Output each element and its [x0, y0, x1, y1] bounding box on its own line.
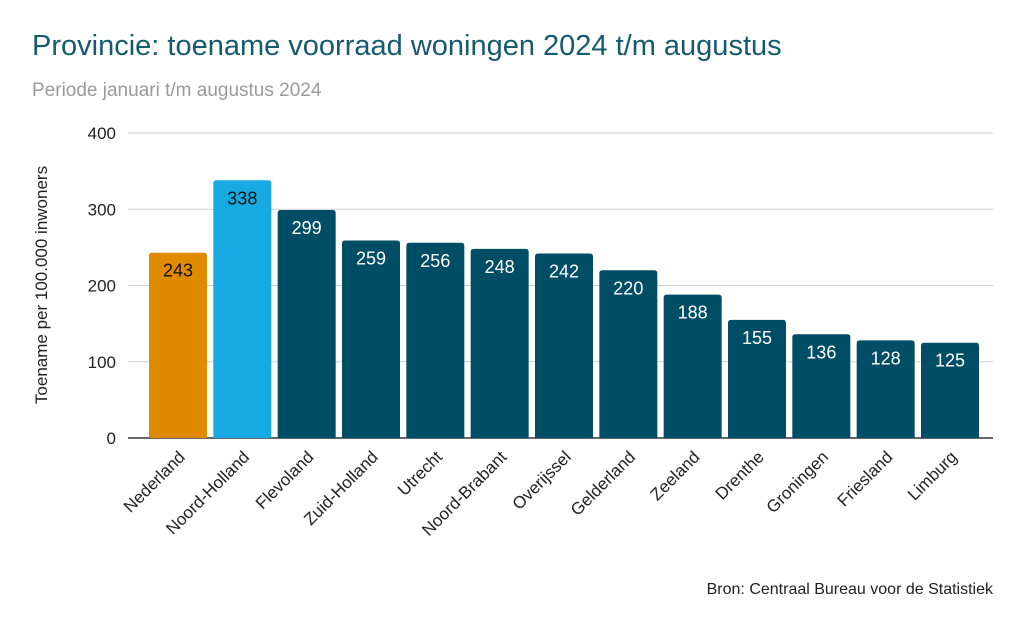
data-label: 155 [742, 328, 772, 348]
bar [728, 319, 786, 438]
x-tick-label: Nederland [120, 447, 189, 516]
y-tick-label: 400 [88, 124, 116, 143]
bar [856, 340, 915, 438]
bar [535, 253, 593, 438]
bar [213, 180, 272, 438]
y-axis-label: Toename per 100.000 inwoners [32, 166, 51, 404]
x-tick-label: Zeeland [647, 447, 704, 504]
data-label: 125 [935, 351, 965, 371]
bar [342, 240, 400, 438]
bar [921, 342, 979, 438]
data-label: 338 [227, 188, 257, 208]
x-tick-label: Flevoland [252, 447, 318, 513]
x-tick-label: Limburg [904, 447, 961, 504]
data-label: 188 [678, 303, 708, 323]
x-tick-label: Groningen [763, 447, 833, 517]
data-label: 242 [549, 261, 579, 281]
bar [406, 242, 465, 438]
bar [149, 252, 207, 438]
x-tick-label: Overijssel [509, 447, 575, 513]
data-label: 248 [485, 257, 515, 277]
bar [792, 334, 851, 438]
x-tick-label: Friesland [834, 447, 897, 510]
x-tick-label: Drenthe [712, 447, 768, 503]
bar [663, 294, 722, 438]
y-tick-label: 300 [88, 200, 116, 219]
chart-title: Provincie: toename voorraad woningen 202… [32, 30, 782, 62]
data-label: 259 [356, 249, 386, 269]
source-note: Bron: Centraal Bureau voor de Statistiek [706, 581, 993, 598]
x-tick-label: Gelderland [567, 447, 639, 519]
data-label: 243 [163, 261, 193, 281]
data-label: 220 [613, 278, 643, 298]
data-label: 256 [420, 251, 450, 271]
data-label: 128 [871, 348, 901, 368]
data-label: 299 [292, 218, 322, 238]
y-tick-label: 100 [88, 353, 116, 372]
y-tick-label: 200 [88, 277, 116, 296]
bar [470, 248, 529, 438]
y-tick-label: 0 [107, 429, 116, 448]
bar [277, 210, 336, 438]
chart-subtitle: Periode januari t/m augustus 2024 [32, 80, 322, 101]
bar [599, 270, 658, 438]
data-label: 136 [806, 342, 836, 362]
x-tick-label: Utrecht [394, 447, 446, 499]
